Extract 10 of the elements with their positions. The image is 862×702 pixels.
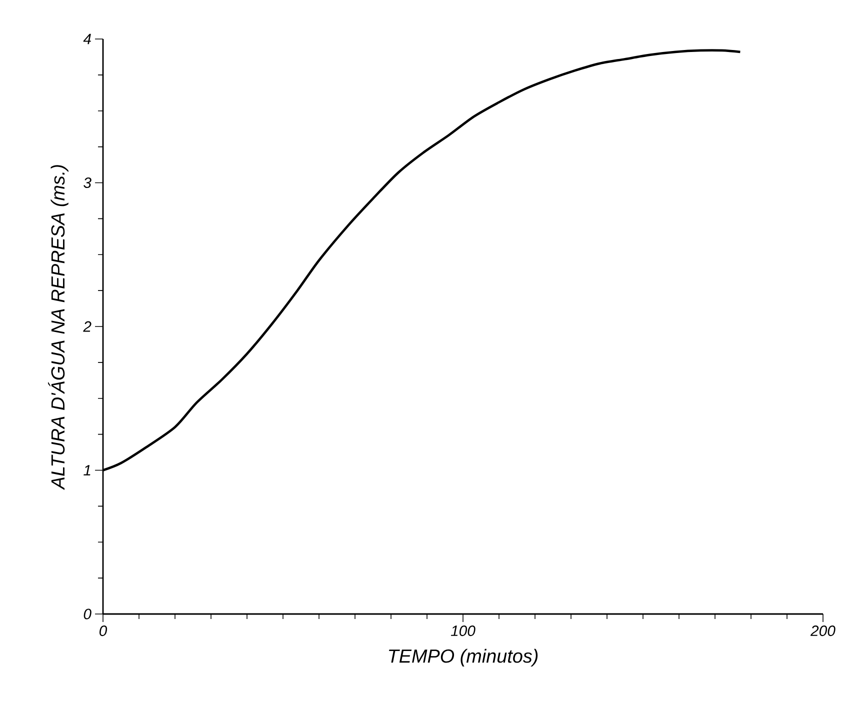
y-axis-title: ALTURA D'ÁGUA NA REPRESA (ms.) — [48, 165, 68, 490]
x-tick-label: 0 — [100, 625, 108, 636]
y-tick-label: 0 — [84, 608, 92, 620]
x-tick-label: 200 — [810, 625, 836, 636]
y-tick-label: 3 — [84, 177, 92, 188]
x-tick-label: 100 — [450, 625, 476, 636]
y-tick-label: 1 — [84, 465, 90, 476]
y-tick-label: 4 — [83, 34, 91, 44]
x-axis-title: TEMPO (minutos) — [388, 648, 538, 667]
y-tick-label: 2 — [83, 321, 92, 332]
